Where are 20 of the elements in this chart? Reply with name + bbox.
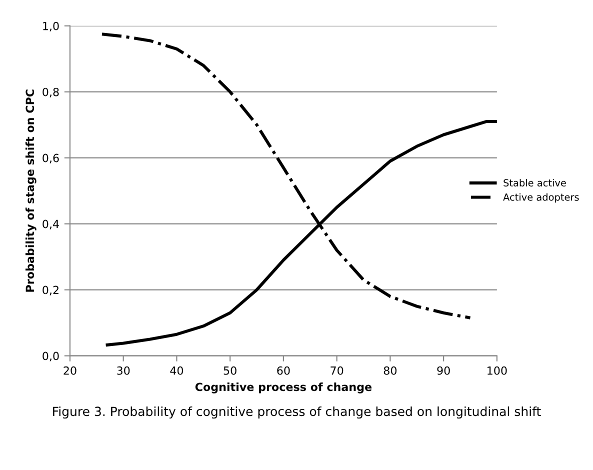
x-tick-label: 60 <box>277 366 290 375</box>
x-tick-label: 50 <box>224 366 236 375</box>
x-tick-label: 100 <box>488 366 507 375</box>
caption: Figure 3. Probability of cognitive process of change based on longitudinal shift <box>53 406 541 419</box>
x-tick-label: 40 <box>170 366 184 375</box>
legend-label: Stable active <box>504 178 566 187</box>
y-tick-label: 1,0 <box>43 22 59 32</box>
y-axis-title: Probability of stage shift on CPC <box>25 90 36 292</box>
y-tick-label: 0,4 <box>42 220 59 230</box>
x-axis-title: Cognitive process of change <box>195 382 372 394</box>
x-tick-label: 20 <box>64 366 76 375</box>
x-tick-label: 30 <box>117 366 130 375</box>
x-tick-label: 80 <box>384 366 397 375</box>
y-tick-label: 0,0 <box>42 352 59 362</box>
x-tick-label: 70 <box>330 366 344 375</box>
y-tick-label: 0,8 <box>42 88 59 98</box>
y-tick-label: 0,6 <box>42 154 59 164</box>
x-tick-label: 90 <box>437 366 450 375</box>
legend-label: Active adopters <box>503 193 579 203</box>
y-tick-label: 0,2 <box>42 286 58 296</box>
